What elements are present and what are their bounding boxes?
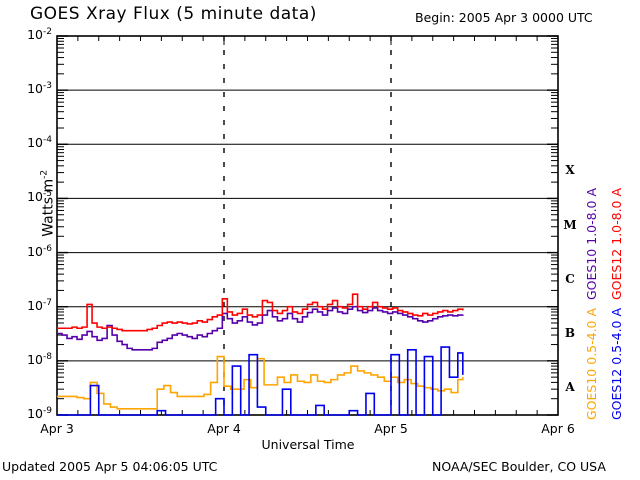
x-tick-label-apr-4: Apr 4 xyxy=(207,421,241,436)
y-tick-label: 10-2 xyxy=(6,27,52,42)
plot-frame xyxy=(56,35,559,416)
y-tick-label: 10-3 xyxy=(6,81,52,96)
y-tick-label: 10-5 xyxy=(6,189,52,204)
y-tick-mantissa: 10 xyxy=(27,297,44,313)
y-tick-exponent: -6 xyxy=(43,243,52,254)
x-tick-label-apr-5: Apr 5 xyxy=(374,421,408,436)
flare-class-c: C xyxy=(565,271,575,286)
y-tick-mantissa: 10 xyxy=(27,81,44,97)
x-tick-label-apr-3: Apr 3 xyxy=(40,421,74,436)
flare-class-b: B xyxy=(564,325,576,340)
flare-class-a: A xyxy=(565,379,575,394)
x-axis-label: Universal Time xyxy=(261,437,355,452)
flare-class-x: X xyxy=(565,163,575,178)
updated-timestamp: Updated 2005 Apr 5 04:06:05 UTC xyxy=(2,459,218,474)
y-tick-exponent: -3 xyxy=(43,81,52,92)
y-tick-mantissa: 10 xyxy=(27,406,44,422)
y-tick-mantissa: 10 xyxy=(27,135,44,151)
y-tick-exponent: -4 xyxy=(43,135,52,146)
series-goes12-1-0-8-0-a xyxy=(57,293,464,332)
flare-class-m: M xyxy=(563,217,577,232)
series-goes10-1-0-8-0-a xyxy=(57,305,464,351)
y-tick-label: 10-4 xyxy=(6,135,52,150)
y-tick-exponent: -5 xyxy=(43,189,52,200)
y-tick-exponent: -8 xyxy=(43,351,52,362)
y-tick-mantissa: 10 xyxy=(27,27,44,43)
y-tick-label: 10-9 xyxy=(6,406,52,421)
begin-time-label: Begin: 2005 Apr 3 0000 UTC xyxy=(415,10,593,25)
y-tick-label: 10-6 xyxy=(6,244,52,259)
y-tick-mantissa: 10 xyxy=(27,189,44,205)
source-attribution: NOAA/SEC Boulder, CO USA xyxy=(432,459,606,474)
series-goes12-0-5-4-0-a xyxy=(57,346,464,416)
page-title: GOES Xray Flux (5 minute data) xyxy=(30,4,317,24)
x-tick-label-apr-6: Apr 6 xyxy=(541,421,575,436)
y-tick-exponent: -7 xyxy=(43,297,52,308)
y-tick-exponent: -2 xyxy=(43,27,52,37)
y-tick-mantissa: 10 xyxy=(27,243,44,259)
y-tick-label: 10-8 xyxy=(6,352,52,367)
y-tick-exponent: -9 xyxy=(43,406,52,416)
y-tick-label: 10-7 xyxy=(6,298,52,313)
y-tick-mantissa: 10 xyxy=(27,352,44,367)
series-goes10-0-5-4-0-a xyxy=(57,355,464,410)
